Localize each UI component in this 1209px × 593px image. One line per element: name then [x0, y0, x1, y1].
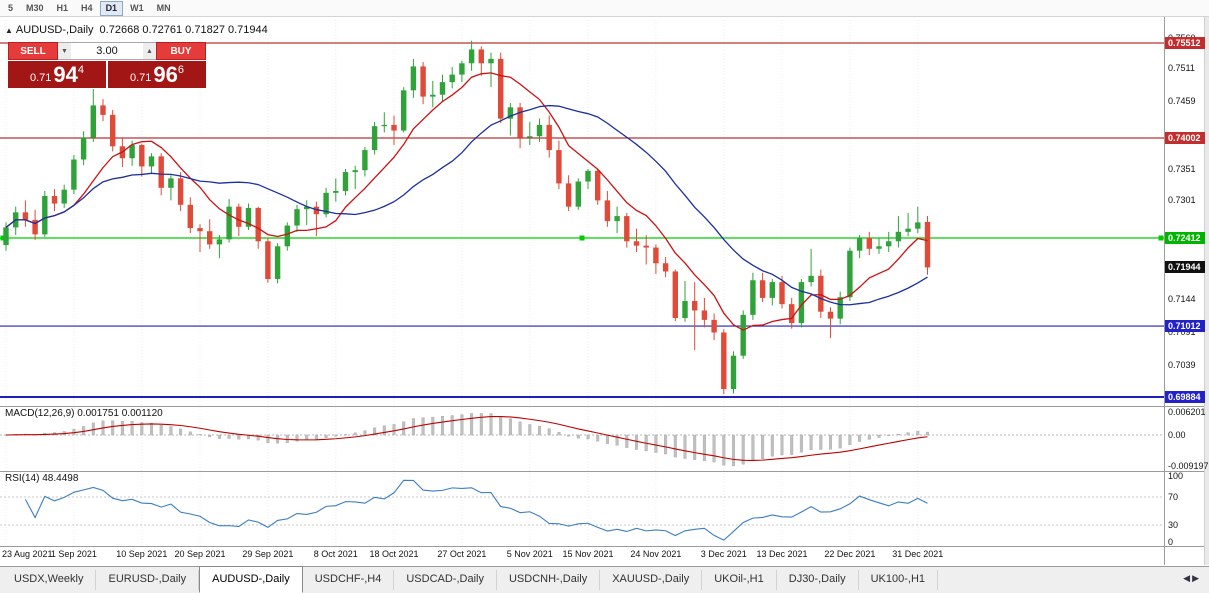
timeframe-button-w1[interactable]: W1	[130, 2, 144, 13]
timeframe-button-mn[interactable]: MN	[156, 2, 171, 13]
buy-price-pips: 96	[153, 62, 178, 87]
date-label: 23 Aug 2021	[2, 549, 53, 559]
tab-eurusd-daily[interactable]: EURUSD-,Daily	[96, 570, 200, 590]
date-label: 10 Sep 2021	[116, 549, 168, 559]
window-right-edge	[1204, 17, 1209, 565]
price-level-badge-0.74002: 0.74002	[1165, 132, 1205, 144]
macd-indicator-label: MACD(12,26,9) 0.001751 0.001120	[5, 408, 163, 419]
grid-lines	[5, 20, 919, 546]
tab-dj30-daily[interactable]: DJ30-,Daily	[777, 570, 859, 590]
price-tick: 0.7039	[1168, 360, 1196, 371]
timeframe-button-d1[interactable]: D1	[99, 0, 124, 16]
sell-price-base: 0.71	[29, 72, 52, 84]
tab-ukoil-h1[interactable]: UKOil-,H1	[702, 570, 777, 590]
candlesticks	[3, 40, 931, 395]
price-tick: 0.7459	[1168, 96, 1196, 107]
rsi-indicator	[0, 479, 1164, 541]
sell-price-point: 4	[77, 64, 85, 76]
timeframe-toolbar: 5 M30 H1 H4 D1 W1 MN	[0, 0, 1209, 17]
rsi-indicator-label: RSI(14) 48.4498	[5, 473, 79, 484]
sell-price-pips: 94	[53, 62, 78, 87]
price-level-badge-0.71012: 0.71012	[1165, 320, 1205, 333]
volume-stepper: ▼ 3.00 ▲	[58, 42, 156, 60]
rsi-axis-label: 30	[1168, 520, 1179, 530]
date-label: 20 Sep 2021	[174, 549, 226, 559]
timeframe-button-h1[interactable]: H1	[56, 2, 69, 13]
volume-input[interactable]: 3.00	[96, 45, 118, 57]
buy-price-point: 6	[177, 64, 185, 76]
tab-usdcnh-daily[interactable]: USDCNH-,Daily	[497, 570, 601, 590]
date-label: 18 Oct 2021	[369, 549, 419, 559]
buy-price-base: 0.71	[129, 72, 152, 84]
price-tick: 0.7091	[1168, 327, 1196, 338]
one-click-trading-panel: SELL ▼ 3.00 ▲ BUY 0.71 94 4 0.71 96 6	[8, 42, 206, 88]
rsi-line	[24, 479, 928, 541]
date-label: 27 Oct 2021	[437, 549, 487, 559]
tab-uk100-h1[interactable]: UK100-,H1	[859, 570, 939, 590]
date-label: 31 Dec 2021	[892, 549, 944, 559]
date-label: 29 Sep 2021	[242, 549, 294, 559]
sell-button[interactable]: SELL	[8, 42, 58, 60]
price-level-badge-0.72412: 0.72412	[1165, 231, 1205, 244]
rsi-axis-label: 100	[1168, 471, 1184, 481]
price-tick: 0.7301	[1168, 195, 1196, 206]
price-tick: 0.7351	[1168, 163, 1196, 174]
date-label: 13 Dec 2021	[756, 549, 808, 559]
price-tick: 0.7144	[1168, 294, 1196, 305]
macd-axis-label: 0.00	[1168, 430, 1186, 440]
tab-usdx-weekly[interactable]: USDX,Weekly	[2, 570, 97, 590]
date-label: 24 Nov 2021	[630, 549, 682, 559]
date-label: 15 Nov 2021	[562, 549, 614, 559]
date-label: 8 Oct 2021	[313, 549, 358, 559]
tab-xauusd-daily[interactable]: XAUUSD-,Daily	[600, 570, 703, 590]
price-tick: 0.7511	[1168, 63, 1195, 74]
buy-button[interactable]: BUY	[156, 42, 206, 60]
timeframe-button-5[interactable]: 5	[8, 2, 14, 13]
rsi-axis-label: 0	[1168, 537, 1174, 547]
rsi-axis-label: 70	[1168, 492, 1179, 502]
chart-title: ▲ AUDUSD-,Daily 0.72668 0.72761 0.71827 0.…	[5, 24, 268, 36]
date-label: 1 Sep 2021	[50, 549, 97, 559]
collapse-trade-panel-icon[interactable]: ▲	[5, 26, 13, 35]
sell-price-box[interactable]: 0.71 94 4	[8, 61, 106, 88]
macd-indicator	[0, 413, 1164, 467]
tab-scroll-arrows[interactable]: ◀▶	[1183, 573, 1201, 583]
ma-slow-line	[5, 104, 928, 306]
tab-usdchf-h4[interactable]: USDCHF-,H4	[303, 570, 395, 590]
date-label: 3 Dec 2021	[700, 549, 747, 559]
volume-increase-icon[interactable]: ▲	[143, 43, 156, 59]
tab-usdcad-daily[interactable]: USDCAD-,Daily	[394, 570, 497, 590]
volume-decrease-icon[interactable]: ▼	[58, 43, 71, 59]
chart-ohlc-values: 0.72668 0.72761 0.71827 0.71944	[99, 24, 268, 36]
ma-fast-line	[5, 72, 928, 331]
panel-separators	[0, 17, 1204, 565]
buy-price-box[interactable]: 0.71 96 6	[108, 61, 206, 88]
price-level-badge-0.69884: 0.69884	[1165, 390, 1205, 403]
chart-tab-bar: USDX,Weekly EURUSD-,Daily AUDUSD-,Daily USD…	[0, 566, 1209, 593]
date-label: 5 Nov 2021	[506, 549, 553, 559]
macd-axis-label: -0.009197	[1168, 461, 1209, 471]
chart-symbol-period: AUDUSD-,Daily	[15, 24, 94, 36]
horizontal-level-lines	[0, 42, 1164, 398]
macd-signal-line	[5, 416, 928, 462]
macd-axis-label: 0.006201	[1168, 407, 1206, 418]
price-level-badge-0.75512: 0.75512	[1165, 37, 1205, 50]
price-level-badge-0.71944: 0.71944	[1165, 261, 1205, 274]
tab-audusd-daily[interactable]: AUDUSD-,Daily	[199, 566, 303, 593]
timeframe-button-m30[interactable]: M30	[26, 2, 44, 13]
timeframe-button-h4[interactable]: H4	[81, 2, 93, 13]
date-label: 22 Dec 2021	[824, 549, 876, 559]
